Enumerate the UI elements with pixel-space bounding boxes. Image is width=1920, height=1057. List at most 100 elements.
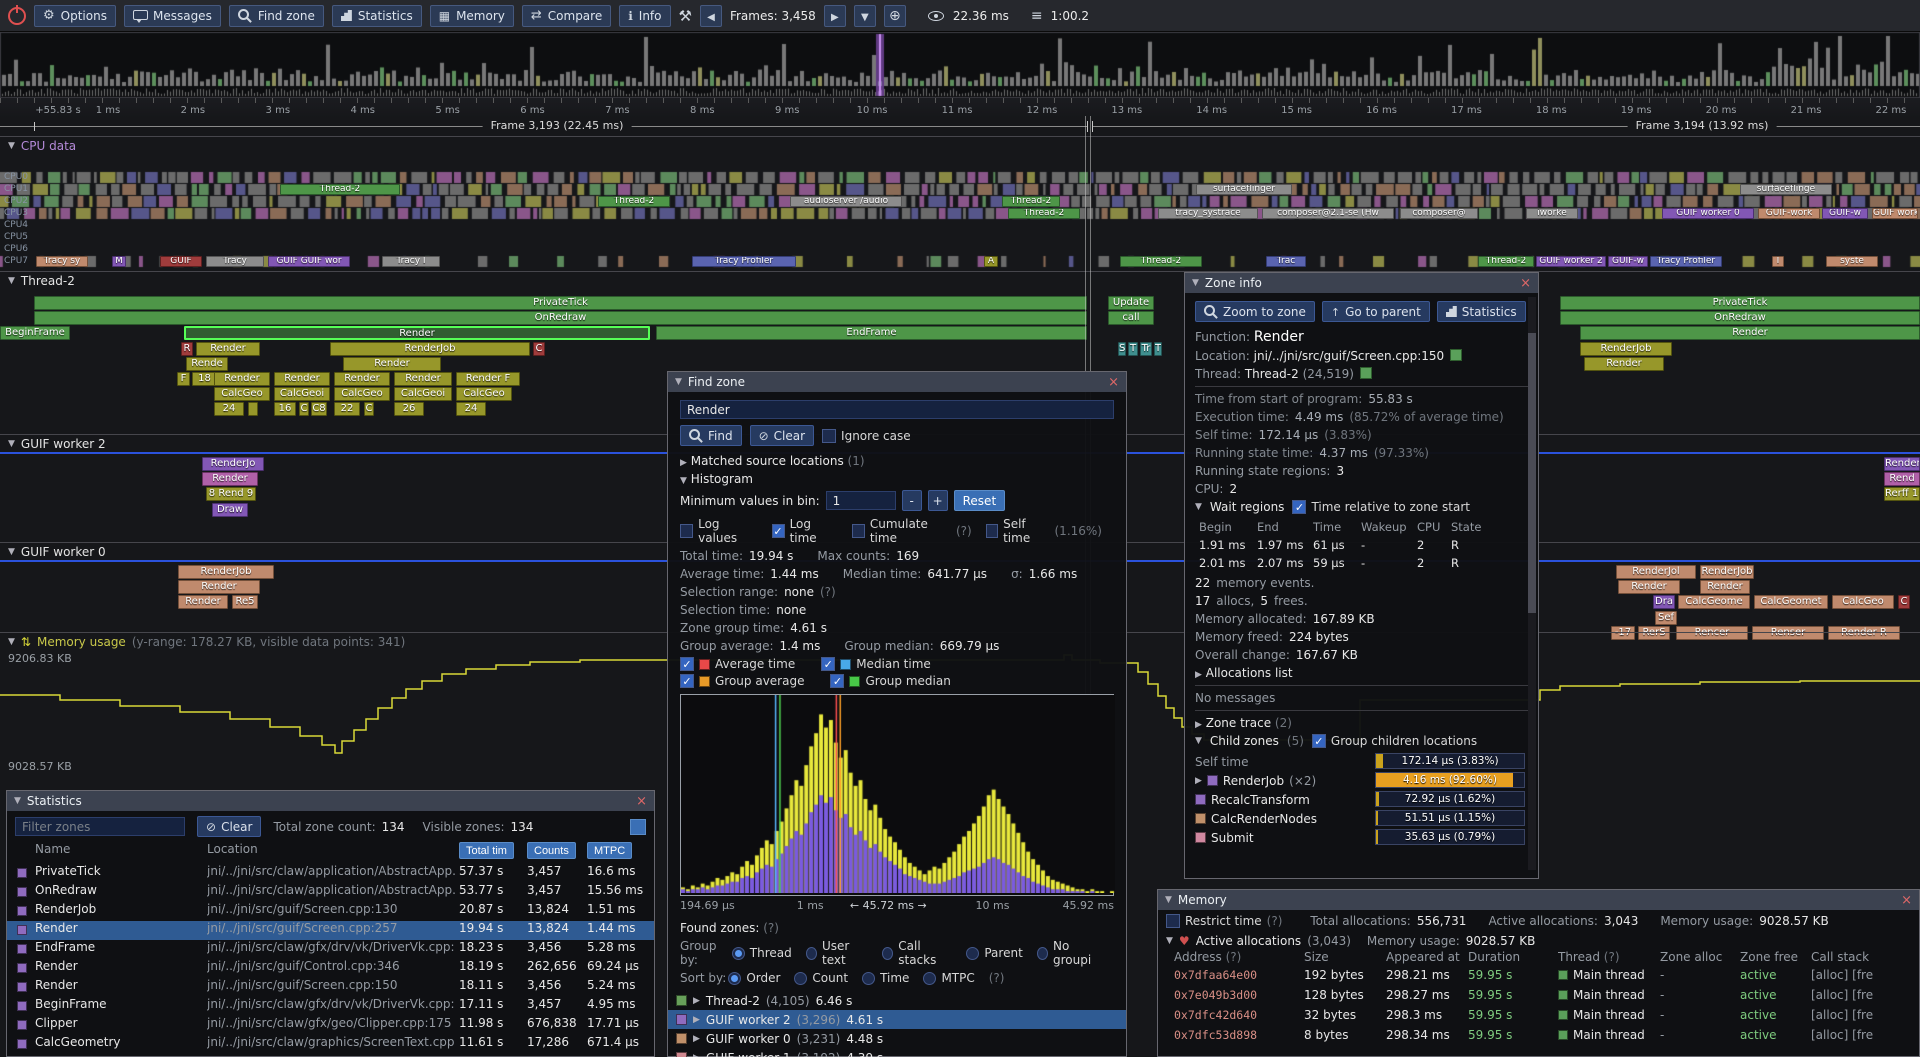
zone-surfaceflinger[interactable]: surfaceflinger (1196, 184, 1292, 195)
collapse-arrow-icon[interactable]: ▼ (8, 546, 15, 557)
radio-circle[interactable] (862, 971, 876, 985)
info-button[interactable]: Info (619, 4, 671, 27)
column-header-name[interactable]: Name (35, 842, 71, 856)
checkbox-box[interactable] (771, 524, 785, 538)
zone-24[interactable]: 24 (456, 402, 486, 417)
zone-render[interactable]: Render (184, 326, 650, 341)
zone-26[interactable]: 26 (394, 402, 424, 417)
decrease-bin-button[interactable]: - (901, 490, 922, 511)
scrollbar-thumb[interactable] (1528, 333, 1536, 613)
zone-guif-guif-wor[interactable]: GUIF GUIF wor (268, 256, 350, 267)
button-go-to-parent[interactable]: Go to parent (1321, 301, 1430, 322)
collapse-arrow-icon[interactable]: ▼ (8, 636, 15, 647)
zone-info-titlebar[interactable]: ▼ Zone info × (1185, 273, 1538, 293)
zone-calcgeomet[interactable]: CalcGeomet (1754, 595, 1828, 610)
zone-r[interactable]: R (181, 341, 193, 356)
collapse-arrow-icon[interactable]: ▼ (8, 275, 15, 286)
close-icon[interactable]: × (1520, 275, 1531, 291)
clear-button[interactable]: Clear (749, 425, 815, 446)
checkbox-box[interactable] (680, 657, 694, 671)
zone-c8[interactable]: C8 (311, 402, 327, 417)
thread-header-thread-2[interactable]: ▼ Thread-2 (0, 271, 1920, 289)
group-by-thread[interactable]: Thread (731, 946, 792, 960)
zone-guif-w[interactable]: GUIF-w (1822, 208, 1868, 219)
next-frame-button[interactable] (823, 4, 846, 27)
prev-frame-button[interactable] (699, 4, 722, 27)
button-statistics[interactable]: Statistics (1436, 301, 1526, 322)
checkbox-box[interactable] (680, 674, 694, 688)
matched-locations-collapser[interactable]: ▶ Matched source locations (1) (680, 454, 865, 468)
zone-t[interactable]: T (1128, 341, 1138, 356)
zone-privatetick[interactable]: PrivateTick (1560, 296, 1920, 310)
checkbox-box[interactable] (851, 524, 865, 538)
filter-input[interactable]: Filter zones (15, 817, 185, 836)
column-header-address[interactable]: Address (?) (1174, 950, 1242, 964)
zone-render[interactable]: Render (178, 580, 260, 595)
zone-22[interactable]: 22 (334, 402, 360, 417)
zone-calcgeoi[interactable]: CalcGeoi (274, 387, 330, 402)
zone-calcgeo[interactable]: CalcGeo (456, 387, 512, 402)
zone-c[interactable]: C (533, 341, 545, 356)
zone-update[interactable]: Update (1108, 296, 1154, 310)
zone-thread-2[interactable]: Thread-2 (1120, 256, 1202, 267)
zone-calcgeome[interactable]: CalcGeome (1678, 595, 1750, 610)
zone-zone[interactable] (248, 402, 258, 417)
zone-trace-collapser[interactable]: ▶ Zone trace (2) (1195, 716, 1292, 730)
zone-thread-2[interactable]: Thread-2 (280, 184, 400, 195)
column-header-size[interactable]: Size (1304, 950, 1329, 964)
zone-composer[interactable]: composer@ (1400, 208, 1478, 219)
zone-guif-w[interactable]: GUIF-w (1608, 256, 1648, 267)
zone-group-row[interactable]: ▶ GUIF worker 2 (3,296) 4.61 s (668, 1010, 1126, 1029)
option-log-values[interactable]: Log values (680, 517, 758, 545)
zone-s[interactable]: S (1118, 341, 1126, 356)
sort-by-order[interactable]: Order (728, 971, 780, 985)
zone-group-row[interactable]: ▶GUIF worker 1(3,192)4.39 s (668, 1048, 1126, 1057)
collapse-arrow-icon[interactable]: ▼ (1195, 502, 1202, 512)
find-button[interactable]: Find (680, 425, 742, 446)
zone-render[interactable]: Render (202, 472, 258, 487)
zone-tr[interactable]: Tr (1140, 341, 1152, 356)
zone-thread-2[interactable]: Thread-2 (598, 196, 670, 207)
child-zone-row[interactable]: Self time 172.14 μs (3.83%) (1195, 752, 1528, 771)
zone-renderjob[interactable]: RenderJob (1700, 565, 1754, 579)
zone-render[interactable]: Render (274, 372, 330, 386)
zone-m[interactable]: M (112, 256, 126, 267)
checkbox-box[interactable] (821, 657, 836, 671)
zone-composer-2-1-se-hw[interactable]: composer@2.1-se (Hw (1262, 208, 1394, 219)
group-by-no-groupi[interactable]: No groupi (1036, 939, 1102, 967)
zone-calcgeoi[interactable]: CalcGeoi (394, 387, 452, 402)
checkbox-box[interactable] (822, 428, 837, 443)
statistics-button[interactable]: Statistics (331, 4, 422, 27)
table-row[interactable]: 0x7dfc53d898 8 bytes 298.34 ms 59.95 s Main … (1158, 1028, 1919, 1048)
table-row[interactable]: 0x7e049b3d00 128 bytes 298.27 ms 59.95 s Mai… (1158, 988, 1919, 1008)
ignore-case-checkbox[interactable]: Ignore case (822, 428, 911, 443)
button-zoom-to-zone[interactable]: Zoom to zone (1195, 301, 1315, 322)
radio-circle[interactable] (1036, 946, 1049, 960)
zone-calcgeo[interactable]: CalcGeo (214, 387, 270, 402)
zone-dra[interactable]: Dra (1653, 595, 1675, 610)
table-row[interactable]: 0x7dfc42d640 32 bytes 298.3 ms 59.95 s Main … (1158, 1008, 1919, 1028)
table-row[interactable]: 0x7dfaa64e00 192 bytes 298.21 ms 59.95 s Mai… (1158, 968, 1919, 988)
zone-guif-worker-1[interactable]: GUIF worker 1 (1872, 208, 1918, 219)
zone-beginframe[interactable]: BeginFrame (0, 326, 70, 341)
zone-f[interactable]: F (177, 372, 190, 386)
radio-circle[interactable] (966, 946, 980, 960)
radio-circle[interactable] (731, 946, 745, 960)
messages-button[interactable]: Messages (123, 4, 221, 27)
zone-privatetick[interactable]: PrivateTick (34, 296, 1087, 310)
zone-8-rend-9[interactable]: 8 Rend 9 (206, 487, 256, 502)
zone-thread-2[interactable]: Thread-2 (1478, 256, 1534, 267)
source-color-box[interactable] (1450, 349, 1463, 361)
zone-c[interactable]: C (1898, 595, 1910, 610)
group-children-checkbox[interactable]: Group children locations (1311, 734, 1477, 748)
relative-time-checkbox[interactable]: Time relative to zone start (1292, 500, 1470, 514)
power-button[interactable] (8, 4, 26, 25)
zone-render[interactable]: Render (178, 595, 228, 610)
child-zone-row[interactable]: RecalcTransform 72.92 μs (1.62%) (1195, 790, 1528, 809)
collapse-icon[interactable]: ▼ (675, 377, 682, 387)
zone-renderjol[interactable]: RenderJol (1616, 565, 1696, 579)
histogram-collapser[interactable]: ▼ Histogram (680, 472, 753, 486)
zoom-fit-button[interactable] (883, 4, 906, 27)
search-input[interactable]: Render (680, 400, 1114, 419)
radio-circle[interactable] (805, 946, 817, 960)
